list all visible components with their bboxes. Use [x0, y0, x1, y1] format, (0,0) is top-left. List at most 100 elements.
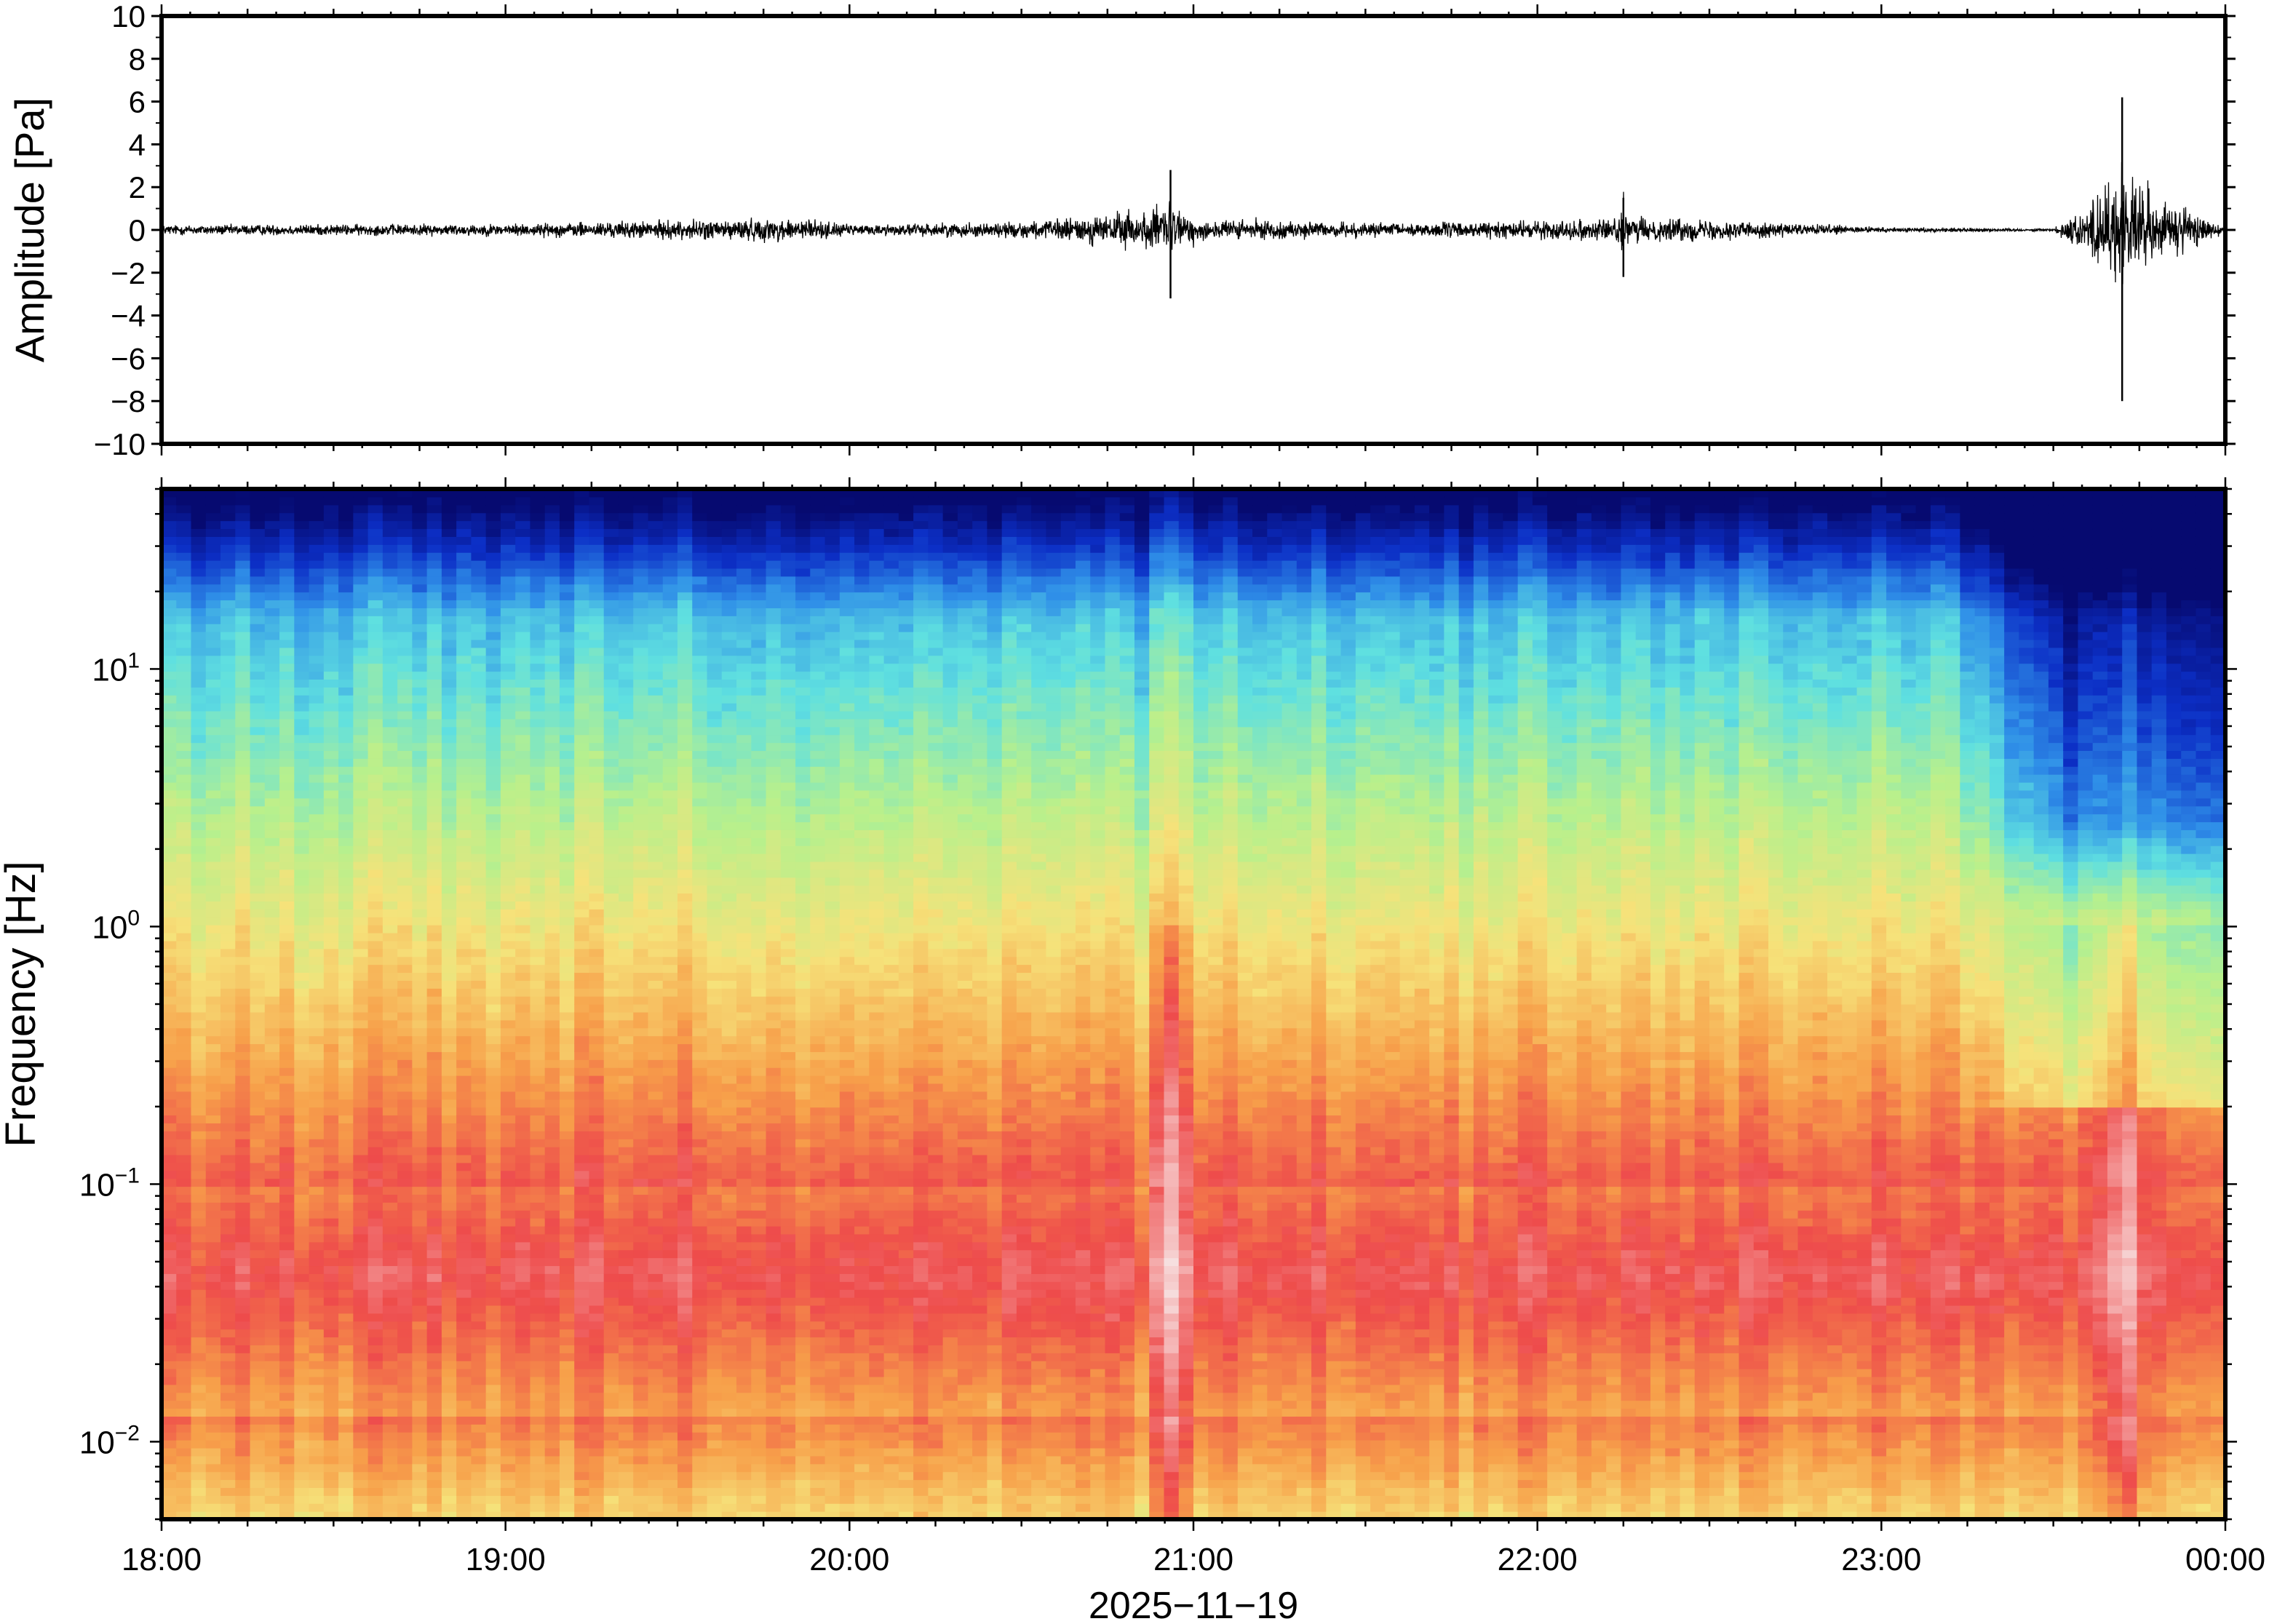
spectrogram-cell	[515, 1004, 531, 1013]
spectrogram-cell	[235, 750, 251, 759]
spectrogram-cell	[603, 1194, 619, 1203]
spectrogram-cell	[589, 1218, 605, 1227]
spectrogram-cell	[544, 1479, 560, 1489]
spectrogram-cell	[559, 528, 575, 537]
spectrogram-cell	[618, 1408, 634, 1417]
spectrogram-cell	[544, 1107, 560, 1116]
spectrogram-cell	[677, 1265, 693, 1274]
spectrogram-cell	[648, 742, 664, 752]
spectrogram-cell	[162, 853, 177, 862]
spectrogram-cell	[471, 940, 487, 950]
spectrogram-cell	[618, 504, 634, 514]
spectrogram-cell	[559, 821, 575, 830]
spectrogram-cell	[500, 1376, 516, 1385]
spectrogram-cell	[353, 1305, 369, 1314]
spectrogram-cell	[309, 726, 325, 736]
spectrogram-cell	[235, 1059, 251, 1068]
spectrogram-cell	[235, 1218, 251, 1227]
spectrogram-cell	[441, 1297, 457, 1306]
spectrogram-cell	[426, 1257, 442, 1267]
spectrogram-cell	[618, 1115, 634, 1123]
spectrogram-cell	[309, 1027, 325, 1037]
spectrogram-cell	[648, 1075, 664, 1084]
spectrogram-cell	[559, 1384, 575, 1393]
spectrogram-cell	[191, 782, 207, 791]
spectrogram-cell	[485, 996, 501, 1005]
spectrogram-cell	[471, 1337, 487, 1345]
spectrogram-cell	[500, 1241, 516, 1251]
spectrogram-cell	[441, 496, 457, 506]
spectrogram-cell	[589, 1273, 605, 1282]
spectrogram-cell	[382, 1265, 398, 1274]
spectrogram-cell	[412, 1123, 428, 1131]
spectrogram-cell	[205, 1210, 221, 1219]
spectrogram-cell	[677, 512, 693, 522]
spectrogram-cell	[191, 1249, 207, 1259]
spectrogram-cell	[485, 655, 501, 664]
spectrogram-cell	[456, 1099, 472, 1108]
spectrogram-cell	[692, 1313, 708, 1322]
spectrogram-cell	[220, 1241, 236, 1251]
spectrogram-cell	[574, 1273, 590, 1282]
spectrogram-cell	[662, 1353, 678, 1361]
spectrogram-cell	[618, 742, 634, 752]
spectrogram-cell	[176, 608, 192, 616]
spectrogram-cell	[500, 1067, 516, 1076]
spectrogram-cell	[205, 647, 221, 656]
spectrogram-cell	[412, 584, 428, 593]
spectrogram-cell	[633, 1027, 649, 1037]
spectrogram-cell	[205, 1051, 221, 1060]
spectrogram-cell	[500, 964, 516, 974]
spectrogram-cell	[294, 1139, 310, 1147]
spectrogram-cell	[412, 1361, 428, 1369]
spectrogram-cell	[382, 789, 398, 799]
spectrogram-cell	[471, 671, 487, 680]
spectrogram-cell	[692, 1297, 708, 1306]
spectrogram-cell	[633, 1202, 649, 1211]
spectrogram-cell	[618, 1416, 634, 1425]
spectrogram-cell	[382, 1392, 398, 1401]
spectrogram-cell	[294, 877, 310, 886]
spectrogram-cell	[456, 940, 472, 950]
spectrogram-cell	[323, 496, 339, 506]
spectrogram-cell	[677, 639, 693, 648]
spectrogram-cell	[456, 1361, 472, 1369]
spectrogram-cell	[485, 1107, 501, 1116]
spectrogram-cell	[294, 1241, 310, 1251]
spectrogram-cell	[677, 1035, 693, 1045]
spectrogram-cell	[618, 1162, 634, 1171]
spectrogram-cell	[353, 1471, 369, 1481]
spectrogram-cell	[441, 1408, 457, 1417]
spectrogram-cell	[235, 616, 251, 624]
spectrogram-cell	[338, 1455, 354, 1465]
spectrogram-cell	[250, 718, 266, 728]
spectrogram-cell	[515, 608, 531, 616]
spectrogram-cell	[367, 1115, 384, 1123]
spectrogram-cell	[530, 1313, 546, 1322]
spectrogram-cell	[353, 1225, 369, 1235]
spectrogram-cell	[603, 1019, 619, 1029]
spectrogram-cell	[544, 1233, 560, 1243]
spectrogram-cell	[264, 1035, 280, 1045]
spectrogram-cell	[456, 742, 472, 752]
spectrogram-cell	[205, 909, 221, 918]
spectrogram-cell	[648, 624, 664, 632]
spectrogram-cell	[456, 1511, 472, 1519]
spectrogram-cell	[397, 964, 413, 974]
spectrogram-cell	[220, 1392, 236, 1401]
spectrogram-cell	[677, 996, 693, 1005]
spectrogram-cell	[309, 901, 325, 909]
spectrogram-cell	[250, 1313, 266, 1322]
spectrogram-cell	[264, 1139, 280, 1147]
spectrogram-cell	[397, 1495, 413, 1504]
spectrogram-cell	[515, 1099, 531, 1108]
spectrogram-cell	[574, 1313, 590, 1322]
spectrogram-cell	[500, 1432, 516, 1441]
spectrogram-cell	[633, 1495, 649, 1504]
spectrogram-cell	[574, 1408, 590, 1417]
spectrogram-cell	[294, 940, 310, 950]
spectrogram-cell	[633, 600, 649, 608]
spectrogram-cell	[220, 1083, 236, 1092]
spectrogram-cell	[353, 869, 369, 878]
spectrogram-cell	[648, 789, 664, 799]
